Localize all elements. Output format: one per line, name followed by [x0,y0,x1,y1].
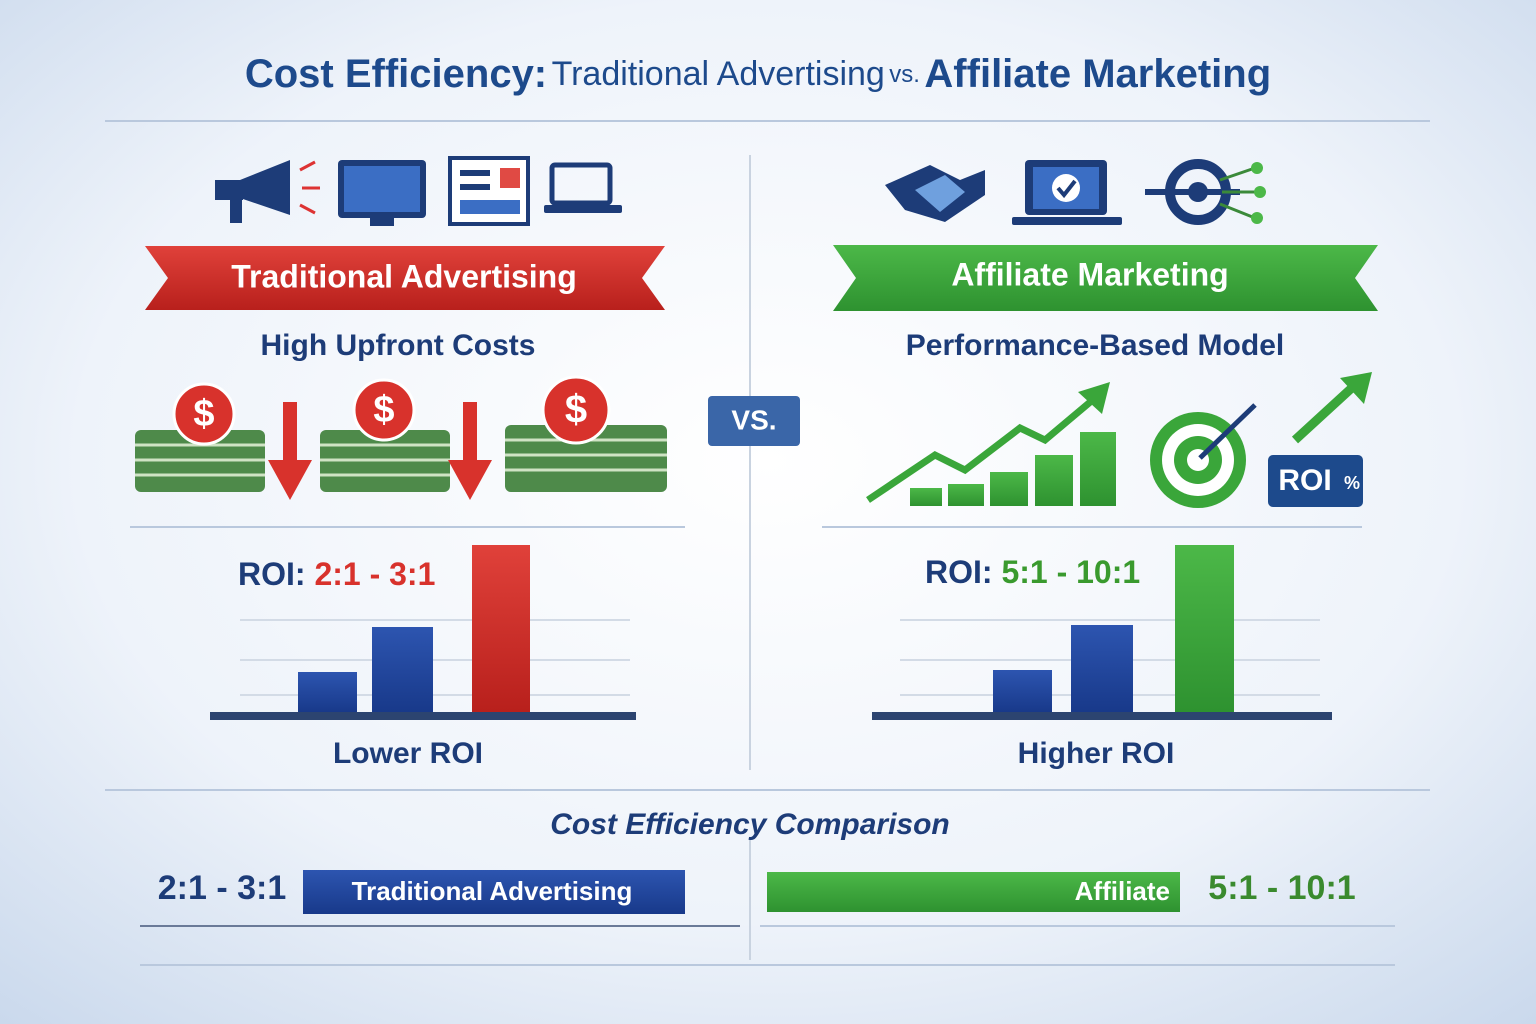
growth-bar [1035,455,1073,506]
growth-line [866,395,1098,503]
dollar-sign: $ [373,389,394,431]
subtitle: High Upfront Costs [261,329,536,362]
roi-value: 2:1 - 3:1 [314,556,435,592]
down-arrow [448,402,492,500]
banner-left [145,246,665,310]
newspaper [460,184,490,190]
target [1188,182,1208,202]
monitor-screen [344,166,420,212]
comparison-bar [767,872,1180,912]
laptop [1012,217,1122,225]
icons-left [215,156,622,226]
bar [472,545,530,712]
growth-bar [910,488,942,506]
cash-stack [505,425,667,492]
newspaper [448,156,530,226]
banner-text: Traditional Advertising [231,258,577,294]
node [1251,162,1263,174]
node [1254,186,1266,198]
dollar-badge [352,378,416,442]
node [1251,212,1263,224]
down-arrow [268,402,312,500]
growth: ROI % [866,372,1372,508]
subtitle: Performance-Based Model [906,329,1284,362]
baseline [210,712,636,720]
money: $ $ $ [135,375,667,500]
comparison-bar [303,870,685,914]
comparison-bar-label: Affiliate [1075,876,1170,906]
baseline [872,712,1332,720]
bar [1175,545,1234,712]
title-part: Traditional Advertising [552,55,885,93]
title-part: Affiliate Marketing [924,52,1271,96]
growth-bar [948,484,984,506]
newspaper [460,200,520,214]
growth-bar [1080,432,1116,506]
newspaper [500,168,520,188]
roi: ROI: 5:1 - 10:1 [925,554,1140,590]
title-part: vs. [889,61,920,88]
megaphone [230,198,242,223]
roi-badge-text: ROI [1278,464,1331,497]
megaphone [240,160,290,215]
growth-bar [990,472,1028,506]
dollar-sign: $ [565,388,587,432]
roi-value: 5:1 - 10:1 [1001,554,1140,590]
dollar-badge [172,382,236,446]
footer: Higher ROI [1018,737,1175,770]
check-circle [1052,174,1080,202]
roi-label: ROI: [238,556,306,592]
comparison-title: Cost Efficiency Comparison [550,808,950,841]
comparison-bar-label: Traditional Advertising [352,876,633,906]
megaphone-lines [299,160,320,215]
roi-label: ROI: [925,554,993,590]
check [1056,179,1077,199]
bar [1071,625,1133,712]
handshake [915,175,965,212]
roi-arrow [1291,381,1359,444]
monitor [370,218,394,226]
comparison-value: 2:1 - 3:1 [158,869,287,907]
banner-right [833,245,1378,311]
newspaper [460,170,490,176]
megaphone [215,180,243,200]
vs-badge [708,396,800,446]
nodes [1219,166,1258,220]
title: Cost Efficiency: Traditional Advertising… [245,52,1271,96]
laptop [544,205,622,213]
comparison-value: 5:1 - 10:1 [1208,869,1355,907]
bar [298,672,357,712]
bar [993,670,1052,712]
vs-text: VS. [731,404,776,435]
title-part: Cost Efficiency: [245,52,547,96]
icons-right [885,159,1266,225]
roi: ROI: 2:1 - 3:1 [238,556,435,592]
dart [1198,403,1257,460]
roi-arrow [1340,372,1372,404]
growth-arrow [1078,382,1110,414]
roi-badge [1268,455,1363,507]
bar [372,627,433,712]
footer: Lower ROI [333,737,483,770]
dollar-badge [541,375,611,445]
roi-badge-symbol: % [1344,473,1360,493]
banner-text: Affiliate Marketing [951,256,1228,292]
dollar-sign: $ [193,393,214,435]
laptop [549,162,613,206]
